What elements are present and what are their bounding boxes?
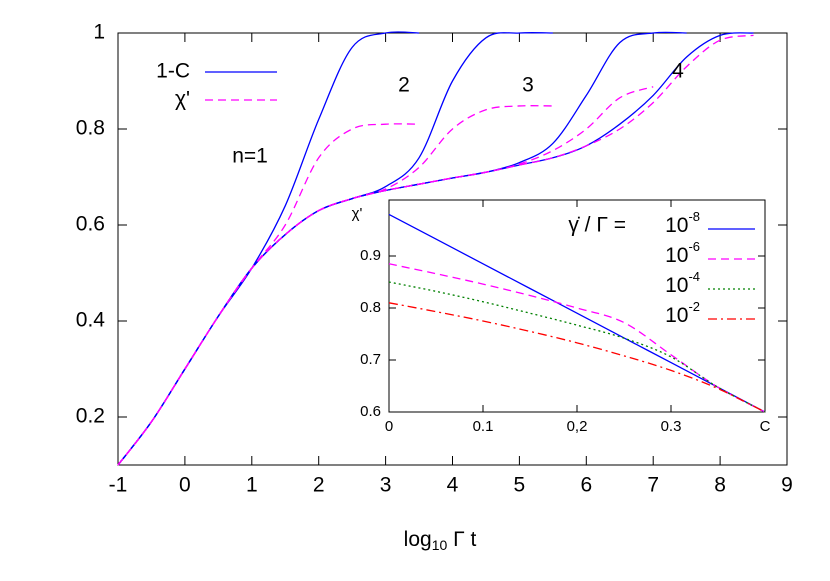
x-label-rest: Γ t xyxy=(447,528,476,551)
annotation: n=1 xyxy=(232,145,268,168)
line-curve xyxy=(117,34,754,466)
legend-exponent: -4 xyxy=(688,269,700,284)
line-curve xyxy=(117,123,420,466)
x-tick-label: C xyxy=(760,418,771,435)
y-tick-label: 0.9 xyxy=(360,247,381,264)
x-tick-label: 0.3 xyxy=(661,418,682,435)
legend-exponent: -2 xyxy=(688,299,700,314)
legend-label: χ' xyxy=(175,88,190,111)
x-tick-label: 8 xyxy=(714,474,726,497)
line-curve xyxy=(388,281,766,413)
annotation: 3 xyxy=(522,74,534,97)
line-curve xyxy=(388,213,766,413)
x-label-main: log xyxy=(404,528,432,551)
legend-label: 10-4 xyxy=(665,269,700,296)
legend-base: 10 xyxy=(665,244,688,267)
legend-base: 10 xyxy=(665,304,688,327)
legend-label: 1-C xyxy=(156,60,190,83)
x-label-sub: 10 xyxy=(432,537,448,553)
y-tick-label: 0.8 xyxy=(360,299,381,316)
x-tick-label: 0 xyxy=(179,474,191,497)
x-tick-label: 5 xyxy=(514,474,526,497)
x-tick-label: 2 xyxy=(313,474,325,497)
y-tick-label: 0.8 xyxy=(76,117,105,140)
y-tick-label: 0.6 xyxy=(360,403,381,420)
legend-exponent: -6 xyxy=(688,239,700,254)
legend-label: 10-6 xyxy=(665,239,700,266)
y-tick-label: 0.2 xyxy=(76,405,105,428)
x-tick-label: -1 xyxy=(109,474,128,497)
annotation: 4 xyxy=(672,60,684,83)
legend-label: 10-2 xyxy=(665,299,700,326)
x-tick-label: 0.1 xyxy=(473,418,494,435)
x-tick-label: 4 xyxy=(447,474,459,497)
x-axis-label: log10 Γ t xyxy=(404,528,477,553)
x-tick-label: 7 xyxy=(647,474,659,497)
legend-base: 10 xyxy=(665,274,688,297)
legend-label: 10-8 xyxy=(665,209,700,236)
legend-base: 10 xyxy=(665,214,688,237)
x-tick-label: 0 xyxy=(385,418,393,435)
plot-frame xyxy=(388,199,766,413)
y-axis-label: χ' xyxy=(352,205,363,222)
y-tick-label: 0.7 xyxy=(360,351,381,368)
legend-exponent: -8 xyxy=(688,209,700,224)
line-curve xyxy=(388,302,766,413)
x-tick-label: 0,2 xyxy=(567,418,588,435)
y-tick-label: 0.4 xyxy=(76,309,106,332)
x-tick-label: 1 xyxy=(246,474,258,497)
y-tick-label: 0.6 xyxy=(76,213,105,236)
annotation: 2 xyxy=(398,74,410,97)
x-tick-label: 6 xyxy=(580,474,592,497)
y-tick-label: 1 xyxy=(93,21,105,44)
x-tick-label: 3 xyxy=(380,474,392,497)
x-tick-label: 9 xyxy=(781,474,793,497)
legend-title: γ̇ / Γ = xyxy=(568,214,626,237)
